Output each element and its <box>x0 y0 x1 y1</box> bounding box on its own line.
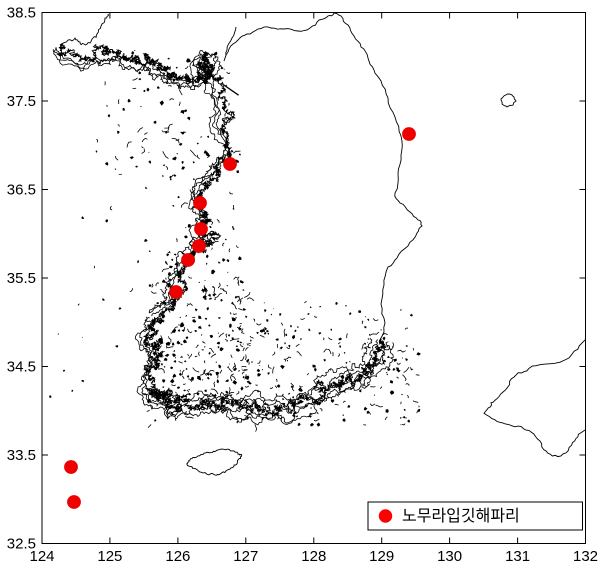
svg-text:35.5: 35.5 <box>7 270 36 287</box>
svg-text:노무라입깃해파리: 노무라입깃해파리 <box>402 507 520 525</box>
svg-text:32.5: 32.5 <box>7 536 36 553</box>
svg-text:132: 132 <box>573 548 598 565</box>
svg-text:33.5: 33.5 <box>7 447 36 464</box>
svg-text:34.5: 34.5 <box>7 359 36 376</box>
svg-text:126: 126 <box>165 548 190 565</box>
svg-text:129: 129 <box>369 548 394 565</box>
svg-text:131: 131 <box>505 548 530 565</box>
svg-text:130: 130 <box>437 548 462 565</box>
svg-text:37.5: 37.5 <box>7 93 36 110</box>
svg-text:128: 128 <box>301 548 326 565</box>
svg-text:127: 127 <box>233 548 258 565</box>
svg-text:125: 125 <box>97 548 122 565</box>
svg-text:38.5: 38.5 <box>7 5 36 22</box>
svg-text:36.5: 36.5 <box>7 182 36 199</box>
